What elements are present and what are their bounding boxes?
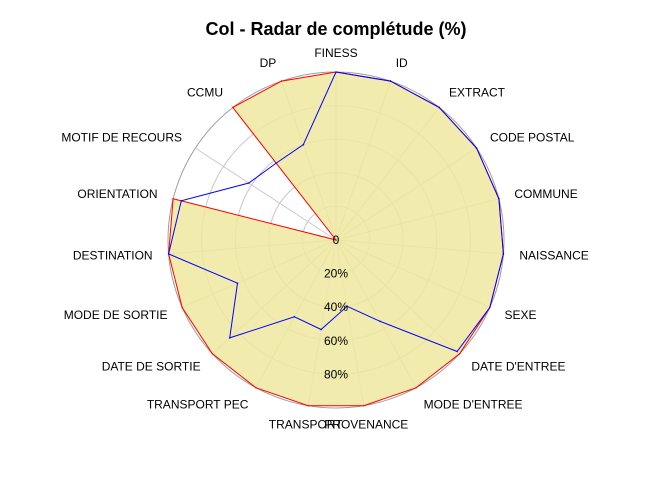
series-1-point xyxy=(458,353,461,355)
series-2-point xyxy=(302,143,305,146)
series-1-point xyxy=(255,387,257,389)
axis-label: TRANSPORT PEC xyxy=(147,398,249,412)
axis-label: FINESS xyxy=(314,46,357,60)
series-1-point xyxy=(172,198,174,200)
series-2-point xyxy=(167,253,170,255)
series-2-point xyxy=(180,200,183,202)
tick-label: 20% xyxy=(324,267,348,281)
series-1-point xyxy=(362,404,365,407)
axis-label: TRANSPORT xyxy=(269,417,343,431)
series-2-point xyxy=(475,147,478,149)
series-2-point xyxy=(293,316,296,318)
axis-label: CCMU xyxy=(187,85,223,99)
axis-label: SEXE xyxy=(505,308,537,322)
axis-label: PROVENANCE xyxy=(324,417,408,431)
series-2-point xyxy=(335,71,337,73)
axis-label: DP xyxy=(260,56,277,70)
axis-label: MOTIF DE RECOURS xyxy=(61,131,182,145)
series-2-point xyxy=(502,253,505,255)
tick-label: 0 xyxy=(333,233,340,247)
series-2-point xyxy=(438,106,441,109)
axis-label: DESTINATION xyxy=(73,248,153,262)
axis-label: MODE DE SORTIE xyxy=(64,308,168,322)
chart-title: Col - Radar de complétude (%) xyxy=(205,19,467,39)
series-1-point xyxy=(335,239,337,241)
series-2-point xyxy=(320,328,322,331)
series-1-point xyxy=(181,306,183,309)
tick-label: 60% xyxy=(324,334,348,348)
axis-label: ORIENTATION xyxy=(77,187,157,201)
series-2-point xyxy=(236,282,239,285)
grid-spoke xyxy=(195,147,337,241)
axis-label: ID xyxy=(396,56,408,70)
series-2-point xyxy=(248,182,250,184)
axis-labels: FINESS ID EXTRACT CODE POSTAL COMMUNE NAISSAN… xyxy=(61,46,588,431)
series-1-point xyxy=(232,106,234,109)
series-2-point xyxy=(228,337,231,339)
axis-label: DATE D'ENTREE xyxy=(471,360,565,374)
series-2-point xyxy=(389,80,392,82)
series-2-point xyxy=(456,350,458,353)
series-2-point xyxy=(275,162,278,164)
tick-label: 80% xyxy=(324,367,348,381)
axis-label: DATE DE SORTIE xyxy=(102,360,201,374)
series-1-point xyxy=(415,387,417,389)
axis-label: MODE D'ENTREE xyxy=(424,398,523,412)
series-1-point xyxy=(280,80,283,82)
series-2-point xyxy=(489,306,491,309)
axis-label: NAISSANCE xyxy=(519,248,588,262)
axis-label: EXTRACT xyxy=(449,85,506,99)
tick-label: 40% xyxy=(324,300,348,314)
series-1-point xyxy=(307,404,310,407)
axis-label: COMMUNE xyxy=(514,187,577,201)
axis-label: CODE POSTAL xyxy=(490,131,575,145)
series-2-point xyxy=(379,320,381,323)
series-2-polygon xyxy=(168,71,504,353)
series-2-point xyxy=(346,305,348,308)
series-1-point xyxy=(211,353,214,355)
radar-series xyxy=(167,71,505,407)
tick-labels: 0 20% 40% 60% 80% xyxy=(324,233,348,381)
series-2-point xyxy=(498,198,500,200)
